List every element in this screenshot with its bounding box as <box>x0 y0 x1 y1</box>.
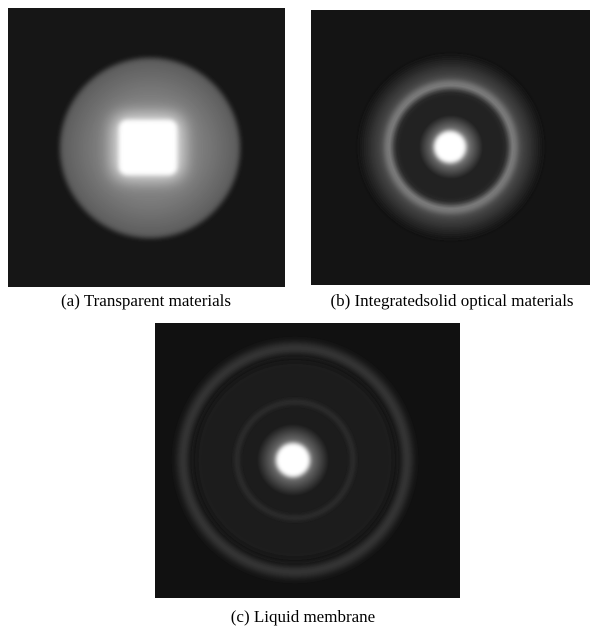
panel-b: (b) Integratedsolid optical materials <box>311 10 590 310</box>
bright-core <box>434 131 466 163</box>
bright-core <box>276 443 310 477</box>
caption: (c) Liquid membrane <box>231 607 375 626</box>
caption: (b) Integratedsolid optical materials <box>330 291 573 310</box>
panel-c: (c) Liquid membrane <box>155 323 460 626</box>
bright-core <box>119 120 177 175</box>
caption: (a) Transparent materials <box>61 291 231 310</box>
panel-a: (a) Transparent materials <box>8 8 285 310</box>
figure: (a) Transparent materials (b) Integrated… <box>0 0 606 628</box>
